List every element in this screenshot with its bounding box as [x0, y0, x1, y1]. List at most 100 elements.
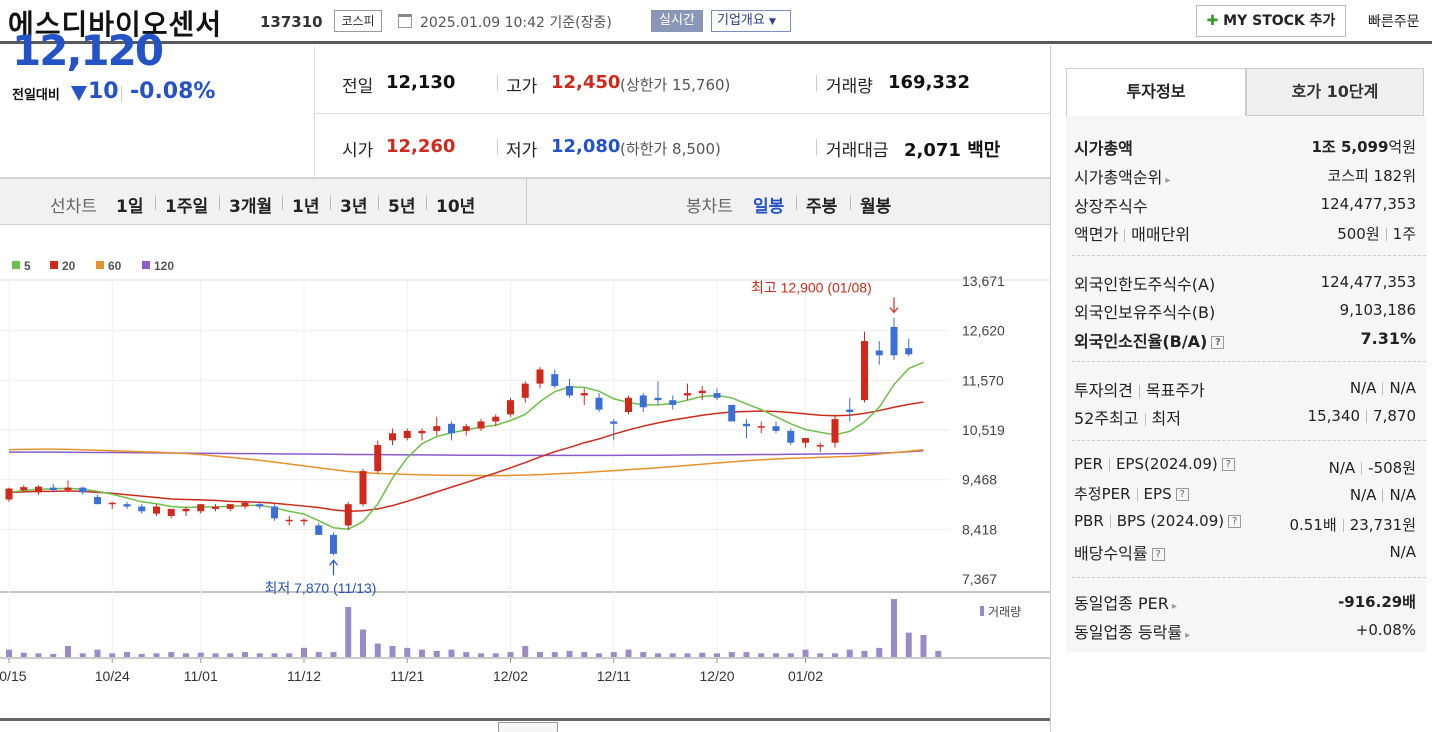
pbr-label: PBR: [1074, 512, 1104, 530]
industry-change-link[interactable]: 동일업종 등락률 ▸: [1074, 619, 1190, 643]
candle-body: [875, 350, 883, 356]
tab-hoga[interactable]: 호가 10단계: [1246, 68, 1424, 116]
volume-bar: [758, 653, 765, 657]
legend-label: 120: [154, 259, 174, 273]
candle-daily[interactable]: 일봉: [753, 197, 785, 217]
company-overview-dropdown[interactable]: 기업개요 ▼: [711, 10, 791, 32]
volume-bar: [65, 646, 71, 657]
candle-body: [49, 487, 57, 490]
separator: [796, 196, 797, 210]
candle-body: [226, 504, 234, 509]
volume-bar: [537, 652, 543, 657]
est-per-label: 추정PER EPS?: [1074, 483, 1189, 504]
industry-per-link[interactable]: 동일업종 PER ▸: [1074, 590, 1177, 614]
fast-order-link[interactable]: 빠른주문: [1368, 14, 1420, 30]
company-name: 에스디바이오센서: [8, 8, 223, 41]
my-stock-add-button[interactable]: ✚ MY STOCK 추가: [1196, 5, 1346, 37]
help-icon[interactable]: ?: [1221, 458, 1235, 471]
candle-body: [861, 341, 868, 401]
volume-bar: [596, 653, 602, 657]
y-tick-label: 12,620: [962, 323, 1005, 339]
market-cap-rank-link[interactable]: 시가총액순위 ▸: [1074, 164, 1170, 188]
volume-label: 거래량: [826, 77, 873, 97]
help-icon[interactable]: ?: [1151, 548, 1165, 561]
volume-bar: [773, 653, 779, 657]
my-stock-label: MY STOCK 추가: [1223, 13, 1336, 29]
separator: [282, 196, 283, 210]
chart-expand-handle[interactable]: [498, 722, 558, 732]
volume-bar: [448, 649, 455, 657]
shares-value: 124,477,353: [1320, 195, 1416, 213]
period-3y[interactable]: 3년: [340, 197, 368, 217]
candle-body: [639, 395, 647, 408]
period-1w[interactable]: 1주일: [165, 197, 209, 217]
x-tick-label: 11/01: [184, 668, 218, 684]
chevron-down-icon: ▼: [768, 17, 776, 27]
x-tick-label: 12/20: [699, 668, 734, 684]
candle-body: [831, 419, 839, 443]
period-1y[interactable]: 1년: [292, 197, 320, 217]
volume-bar: [492, 653, 499, 657]
candle-monthly[interactable]: 월봉: [860, 197, 892, 217]
industry-per-value: -916.29배: [1338, 593, 1416, 611]
volume-bar: [183, 653, 189, 657]
separator: [1342, 519, 1344, 532]
current-price: 12,120: [12, 26, 164, 75]
face-unit-label: 액면가 매매단위: [1074, 221, 1190, 245]
divider: [1072, 440, 1426, 441]
timestamp: 2025.01.09 10:42 기준(장중): [420, 15, 612, 31]
volume-bar: [360, 629, 366, 657]
divider: [314, 46, 315, 178]
tab-invest-info[interactable]: 투자정보: [1066, 68, 1246, 116]
amount-label: 거래대금: [826, 141, 889, 161]
volume-bar: [301, 647, 307, 657]
divider: [1072, 577, 1426, 578]
x-tick-label: 12/11: [597, 668, 631, 684]
candle-body: [359, 471, 367, 505]
realtime-badge[interactable]: 실시간: [651, 10, 703, 32]
candle-body: [507, 400, 514, 415]
separator: [1124, 229, 1126, 242]
period-3m[interactable]: 3개월: [229, 197, 273, 217]
candle-body: [684, 393, 691, 396]
volume-bar: [802, 649, 809, 657]
separator: [1382, 382, 1384, 395]
candle-body: [403, 430, 411, 438]
legend-swatch: [12, 261, 20, 269]
legend-swatch: [50, 261, 58, 269]
target-value: N/A: [1389, 379, 1416, 397]
candle-body: [167, 508, 175, 516]
x-tick-label: 11/21: [390, 668, 424, 684]
separator: [1144, 413, 1146, 426]
period-1d[interactable]: 1일: [116, 197, 144, 217]
volume-bar: [640, 652, 647, 657]
market-cap-label: 시가총액: [1074, 139, 1133, 158]
help-icon[interactable]: ?: [1228, 515, 1242, 528]
divider: [526, 179, 527, 224]
candle-body: [182, 508, 190, 512]
volume-bar: [905, 632, 912, 657]
help-icon[interactable]: ?: [1211, 336, 1225, 349]
volume-bar: [920, 635, 927, 657]
period-10y[interactable]: 10년: [436, 197, 476, 217]
change-label: 전일대비: [12, 88, 60, 103]
candle-body: [138, 506, 146, 512]
volume-bar: [227, 653, 234, 657]
candle-body: [816, 445, 824, 447]
volume-bar: [581, 652, 588, 657]
x-tick-label: 01/02: [788, 668, 823, 684]
volume-bar: [478, 653, 484, 657]
foreign-ratio-value: 7.31%: [1360, 329, 1416, 348]
industry-change-label: 동일업종 등락률: [1074, 623, 1183, 642]
per-value: N/A: [1328, 459, 1356, 477]
help-icon[interactable]: ?: [1175, 488, 1189, 501]
separator: [850, 196, 851, 210]
open-value: 12,260: [386, 136, 456, 157]
candle-weekly[interactable]: 주봉: [806, 197, 838, 217]
separator: [219, 196, 220, 210]
volume-label: 거래량: [988, 605, 1021, 619]
candle-body: [462, 426, 470, 431]
period-5y[interactable]: 5년: [388, 197, 416, 217]
max-arrow-head: [889, 307, 899, 314]
calendar-icon: [398, 14, 412, 28]
